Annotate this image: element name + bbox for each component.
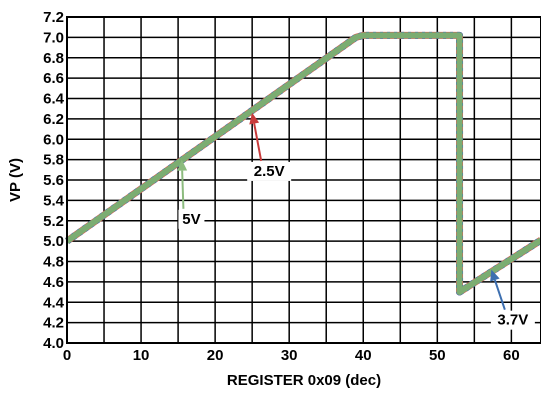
y-tick-label: 6.8 <box>43 50 64 67</box>
y-tick-label: 7.0 <box>43 29 64 46</box>
annotation-label: 5V <box>182 211 200 228</box>
annotation-arrow-head <box>177 159 188 171</box>
y-tick-label: 4.8 <box>43 254 64 271</box>
x-axis-title: REGISTER 0x09 (dec) <box>227 372 381 389</box>
y-tick-label: 4.4 <box>43 294 65 311</box>
x-tick-label: 50 <box>429 347 446 364</box>
y-tick-label: 4.6 <box>43 274 64 291</box>
annotation-label: 3.7V <box>497 312 528 329</box>
annotation: 2.5V <box>247 112 292 181</box>
y-axis-title: VP (V) <box>7 158 24 202</box>
annotation-label: 2.5V <box>254 163 285 180</box>
x-tick-label: 20 <box>207 347 224 364</box>
annotation-arrow-shaft <box>181 170 185 209</box>
y-tick-label: 5.4 <box>43 192 65 209</box>
y-tick-label: 4.0 <box>43 335 64 352</box>
x-tick-label: 30 <box>281 347 298 364</box>
y-tick-label: 5.6 <box>43 172 64 189</box>
annotations: 2.5V 5V 3.7V <box>177 112 535 330</box>
series-layer <box>64 31 541 296</box>
x-tick-label: 40 <box>355 347 372 364</box>
x-tick-label: 10 <box>133 347 150 364</box>
series-line <box>65 32 541 296</box>
y-tick-label: 5.0 <box>43 233 64 250</box>
annotation-label-background <box>247 161 292 181</box>
x-axis-ticks: 0 10 20 30 40 50 60 <box>63 347 520 364</box>
y-tick-label: 6.2 <box>43 111 64 128</box>
annotation-arrow-head <box>490 269 500 282</box>
annotation-arrow-shaft <box>493 279 506 310</box>
annotation-arrow-shaft <box>253 123 263 162</box>
y-tick-label: 5.2 <box>43 213 64 230</box>
x-tick-label: 0 <box>63 347 71 364</box>
y-tick-label: 4.2 <box>43 315 64 332</box>
annotation: 3.7V <box>490 269 535 330</box>
y-tick-label: 5.8 <box>43 152 64 169</box>
y-tick-label: 6.4 <box>43 91 65 108</box>
y-axis-ticks: 4.0 4.2 4.4 4.6 4.8 5.0 5.2 5.4 5.6 5.8 6.0 6.2 6.4 6… <box>43 9 65 352</box>
y-tick-label: 6.6 <box>43 70 64 87</box>
annotation-label-background <box>178 209 205 229</box>
annotation: 5V <box>177 159 205 229</box>
y-tick-label: 6.0 <box>43 131 64 148</box>
x-tick-label: 60 <box>503 347 520 364</box>
y-tick-label: 7.2 <box>43 9 64 26</box>
plot-frame <box>66 16 541 344</box>
annotation-arrow-head <box>249 112 260 125</box>
annotation-label-background <box>490 310 535 330</box>
